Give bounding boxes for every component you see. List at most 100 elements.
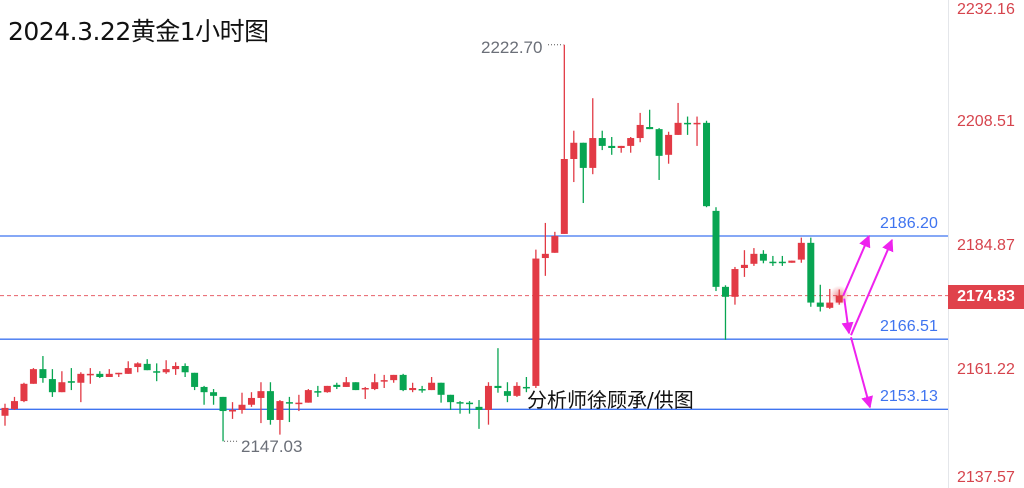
candle (247, 392, 255, 407)
candle-body (731, 269, 739, 297)
candle (143, 359, 151, 371)
candle-body (191, 372, 199, 387)
candle (229, 402, 237, 419)
candle (598, 130, 606, 151)
candle (627, 136, 635, 153)
candle (703, 120, 711, 208)
chart-title: 2024.3.22黄金1小时图 (8, 17, 269, 46)
level-label: 2153.13 (880, 388, 938, 406)
candle (788, 260, 796, 263)
candle-body (608, 145, 616, 148)
candle-body (447, 394, 455, 403)
candle (105, 369, 113, 377)
candle (77, 372, 85, 403)
candle (153, 363, 161, 382)
candle-body (115, 372, 123, 375)
candle-body (219, 396, 227, 412)
candle (418, 385, 426, 393)
candle-body (20, 383, 28, 402)
candle-body (247, 397, 255, 405)
candle (522, 376, 530, 393)
candle (276, 400, 284, 435)
candle-body (409, 387, 417, 391)
candle-body (532, 258, 540, 386)
candle-body (285, 402, 293, 404)
candle (826, 288, 834, 309)
candle (494, 348, 502, 393)
candle (172, 362, 180, 375)
candle (570, 130, 578, 183)
candle (342, 376, 350, 387)
candle (759, 250, 767, 264)
candle-body (48, 379, 56, 393)
candle (712, 207, 720, 292)
candle (115, 372, 123, 377)
candle-body (475, 406, 483, 410)
candle (484, 382, 492, 425)
candle (466, 401, 474, 414)
candle (807, 237, 815, 307)
candle (380, 374, 388, 388)
candle-body (276, 401, 284, 420)
candle-body (390, 374, 398, 381)
candle-body (750, 253, 758, 264)
candle (797, 237, 805, 263)
candle (655, 128, 663, 180)
projection-arrow-down (850, 336, 873, 409)
candle-body (589, 138, 597, 168)
candle (674, 102, 682, 135)
candle-body (86, 373, 94, 376)
candle-body (58, 382, 66, 393)
credit-text: 分析师徐顾承/供图 (527, 388, 694, 412)
candle-body (380, 380, 388, 382)
candle-body (703, 122, 711, 207)
candle-body (39, 369, 47, 379)
y-axis-tick-label: 2232.16 (957, 1, 1015, 18)
candle (238, 392, 246, 414)
candle-body (551, 236, 559, 253)
level-label: 2166.51 (880, 318, 938, 336)
candle-body (456, 402, 464, 404)
candle-body (352, 382, 360, 391)
candle-body (655, 129, 663, 156)
candle (1, 403, 9, 426)
candle-body (238, 404, 246, 410)
candle-body (153, 371, 161, 373)
candle-body (29, 369, 37, 384)
candle (67, 368, 75, 391)
candle (740, 250, 748, 277)
candle-body (162, 369, 170, 373)
candle (503, 382, 511, 403)
candle-body (712, 210, 720, 287)
candle-body (816, 302, 824, 307)
candle (428, 376, 436, 391)
candle (532, 249, 540, 388)
candle (560, 44, 568, 234)
candle-body (807, 242, 815, 303)
candle-body (759, 253, 767, 261)
candle (646, 109, 654, 130)
candle (10, 396, 18, 410)
candle (361, 386, 369, 399)
candle-body (797, 242, 805, 260)
candle (58, 371, 66, 393)
candle (210, 389, 218, 405)
candle (750, 248, 758, 266)
candle (20, 382, 28, 403)
candle-body (257, 391, 265, 398)
current-price-badge: 2174.83 (948, 284, 1024, 309)
candle-body (371, 382, 379, 390)
candle-body (181, 365, 189, 373)
candle-body (769, 261, 777, 264)
level-label: 2186.20 (880, 215, 938, 233)
candle (333, 382, 341, 390)
candle-body (200, 386, 208, 393)
candle-body (721, 286, 729, 297)
candle (541, 222, 549, 276)
candle-body (437, 382, 445, 395)
candle-body (740, 264, 748, 268)
y-axis-tick-label: 2208.51 (957, 113, 1015, 131)
candle (181, 363, 189, 377)
candle (437, 382, 445, 403)
projection-arrow-up (842, 234, 871, 297)
